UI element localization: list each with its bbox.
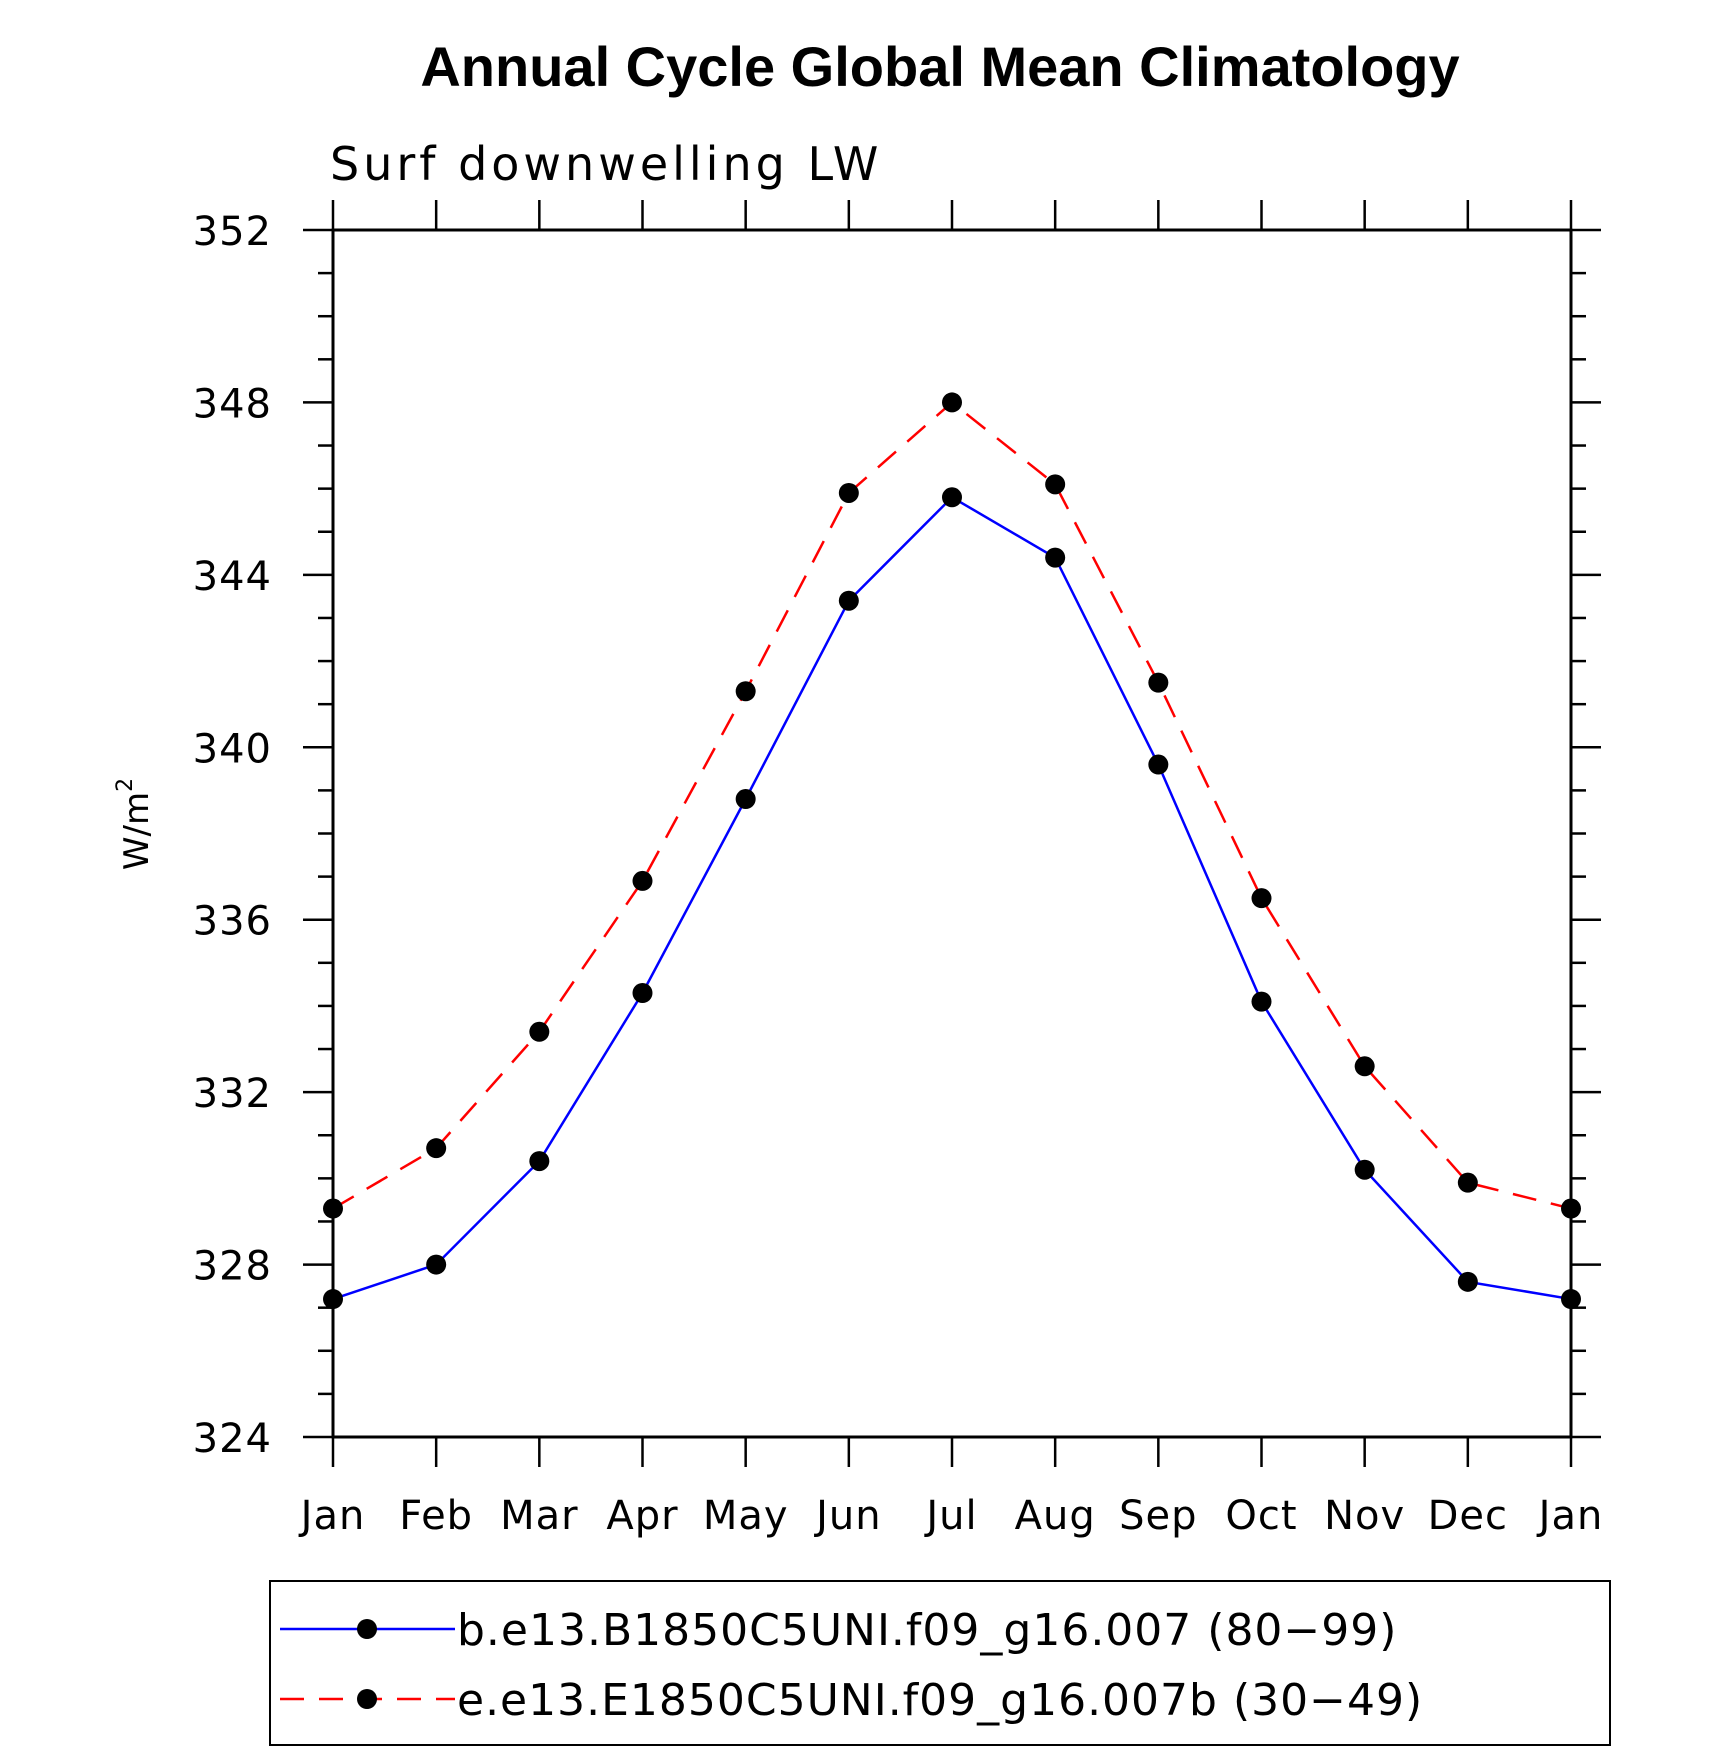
x-tick-label: Oct xyxy=(1225,1493,1297,1539)
series-1-point xyxy=(323,1289,343,1310)
y-tick-label: 324 xyxy=(193,1416,272,1462)
x-tick-label: Aug xyxy=(1015,1493,1096,1539)
series-2-point xyxy=(1457,1172,1478,1193)
series-line-2 xyxy=(332,400,1572,1210)
series-2-point xyxy=(1354,1056,1375,1077)
x-tick-label: Jun xyxy=(813,1493,882,1539)
chart-subtitle: Surf downwelling LW xyxy=(330,137,882,191)
series-2-point xyxy=(1045,474,1066,495)
series-2-point xyxy=(942,392,962,413)
x-tick-label: Sep xyxy=(1119,1493,1197,1539)
y-axis-label-superscript: 2 xyxy=(113,778,138,792)
series-2-point xyxy=(1561,1198,1581,1219)
series-1-point xyxy=(1457,1271,1478,1292)
y-tick-label: 328 xyxy=(193,1244,272,1290)
x-tick-label: Nov xyxy=(1324,1493,1405,1539)
x-tick-label: Feb xyxy=(399,1493,473,1539)
x-tick-label: Apr xyxy=(606,1493,678,1539)
y-tick-label: 348 xyxy=(193,381,272,427)
series-2-point xyxy=(838,482,859,503)
series-2-point xyxy=(323,1198,343,1219)
series-2-point xyxy=(735,681,756,702)
series-1-point xyxy=(426,1254,447,1275)
x-tick-label: Jul xyxy=(923,1493,977,1539)
series-1-point xyxy=(1561,1289,1581,1310)
series-1-point xyxy=(942,487,962,508)
series-2-point xyxy=(1148,672,1169,693)
legend: b.e13.B1850C5UNI.f09_g16.007 (80−99) e.e1… xyxy=(269,1580,1611,1746)
legend-label-1: b.e13.B1850C5UNI.f09_g16.007 (80−99) xyxy=(457,1605,1397,1656)
chart-title: Annual Cycle Global Mean Climatology xyxy=(420,35,1459,98)
series-layer xyxy=(323,392,1581,1310)
series-1-point xyxy=(1045,547,1066,568)
x-tick-label: Jan xyxy=(1536,1493,1604,1539)
legend-box xyxy=(269,1580,1611,1746)
x-tick-label: May xyxy=(703,1493,789,1539)
series-1-point xyxy=(1354,1159,1375,1180)
series-1-point xyxy=(1251,991,1272,1012)
series-2-point xyxy=(1251,888,1272,909)
series-1-point xyxy=(735,789,756,810)
y-tick-label: 336 xyxy=(193,899,272,945)
series-1-point xyxy=(632,982,653,1003)
series-1-point xyxy=(838,590,859,611)
x-tick-label: Dec xyxy=(1428,1493,1508,1539)
legend-marker-1 xyxy=(357,1619,377,1639)
series-1-point xyxy=(529,1151,550,1172)
series-line-1 xyxy=(332,495,1572,1301)
x-tick-label: Mar xyxy=(500,1493,578,1539)
series-2-point xyxy=(426,1138,447,1159)
legend-marker-2 xyxy=(357,1689,377,1709)
legend-label-2: e.e13.E1850C5UNI.f09_g16.007b (30−49) xyxy=(457,1675,1423,1726)
x-tick-label: Jan xyxy=(298,1493,366,1539)
y-axis-label: W/m2 xyxy=(113,778,157,870)
series-2-point xyxy=(529,1021,550,1042)
y-tick-label: 352 xyxy=(193,209,272,255)
y-tick-label: 332 xyxy=(193,1071,272,1117)
series-2-point xyxy=(632,870,653,891)
axes: Jan Feb Mar Apr May Jun Jul Aug Sep Oct Nov Dec Jan 3… xyxy=(193,200,1604,1539)
y-tick-label: 340 xyxy=(193,726,272,772)
y-tick-label: 344 xyxy=(193,554,272,600)
y-axis-label-text: W/m xyxy=(117,792,157,870)
series-1-point xyxy=(1148,754,1169,775)
